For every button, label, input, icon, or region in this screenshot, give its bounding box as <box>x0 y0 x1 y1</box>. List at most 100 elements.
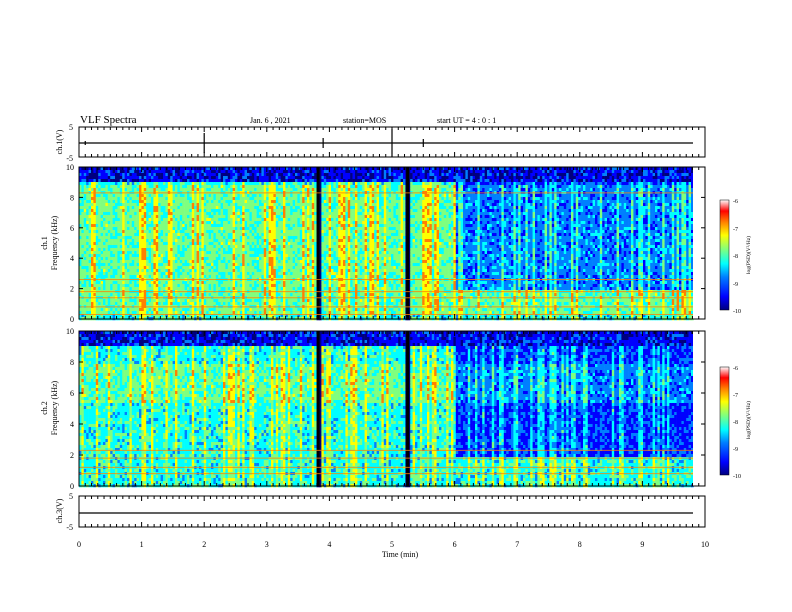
spectrogram-cell <box>177 299 180 302</box>
spectrogram-cell <box>173 209 176 212</box>
spectrogram-cell <box>185 284 188 287</box>
spectrogram-cell <box>125 209 128 212</box>
spectrogram-cell <box>175 179 178 182</box>
spectrogram-cell <box>137 239 140 242</box>
spectrogram-cell <box>182 272 185 275</box>
spectrogram-cell <box>213 176 216 179</box>
spectrogram-cell <box>213 203 216 206</box>
spectrogram-cell <box>117 179 120 182</box>
spectrogram-cell <box>91 233 94 236</box>
spectrogram-cell <box>173 239 176 242</box>
spectrogram-cell <box>165 218 168 221</box>
spectrogram-cell <box>110 245 113 248</box>
spectrogram-cell <box>228 227 231 230</box>
spectrogram-cell <box>161 251 164 254</box>
spectrogram-cell <box>105 269 108 272</box>
spectrogram-cell <box>300 251 303 254</box>
spectrogram-cell <box>156 188 159 191</box>
spectrogram-cell <box>197 194 200 197</box>
spectrogram-cell <box>113 257 116 260</box>
spectrogram-cell <box>177 257 180 260</box>
spectrogram-cell <box>108 179 111 182</box>
spectrogram-cell <box>216 233 219 236</box>
spectrogram-cell <box>127 188 130 191</box>
spectrogram-cell <box>173 206 176 209</box>
spectrogram-cell <box>153 227 156 230</box>
spectrogram-cell <box>101 185 104 188</box>
spectrogram-cell <box>283 239 286 242</box>
spectrogram-cell <box>86 197 89 200</box>
spectrogram-cell <box>290 224 293 227</box>
spectrogram-cell <box>206 203 209 206</box>
spectrogram-cell <box>297 221 300 224</box>
spectrogram-cell <box>293 224 296 227</box>
spectrogram-cell <box>252 221 255 224</box>
spectrogram-cell <box>96 266 99 269</box>
spectrogram-cell <box>288 308 291 311</box>
spectrogram-cell <box>223 182 226 185</box>
spectrogram-cell <box>264 218 267 221</box>
spectrogram-cell <box>165 224 168 227</box>
spectrogram-cell <box>134 287 137 290</box>
figure: VLF Spectra Jan. 6 , 2021 station=MOS st… <box>0 0 792 612</box>
spectrogram-cell <box>259 230 262 233</box>
spectrogram-cell <box>204 263 207 266</box>
spectrogram-cell <box>194 176 197 179</box>
spectrogram-cell <box>245 257 248 260</box>
spectrogram-cell <box>117 269 120 272</box>
spectrogram-cell <box>103 212 106 215</box>
spectrogram-cell <box>278 260 281 263</box>
spectrogram-cell <box>103 224 106 227</box>
spectrogram-cell <box>293 227 296 230</box>
spectrogram-cell <box>242 245 245 248</box>
spectrogram-cell <box>110 236 113 239</box>
spectrogram-cell <box>146 227 149 230</box>
spectrogram-cell <box>300 266 303 269</box>
spectrogram-cell <box>170 200 173 203</box>
spectrogram-cell <box>290 281 293 284</box>
spectrogram-cell <box>245 194 248 197</box>
spectrogram-cell <box>201 215 204 218</box>
spectrogram-cell <box>115 257 118 260</box>
spectrogram-cell <box>295 200 298 203</box>
spectrogram-cell <box>165 248 168 251</box>
spectrogram-cell <box>199 209 202 212</box>
spectrogram-cell <box>213 227 216 230</box>
spectrogram-cell <box>89 200 92 203</box>
spectrogram-cell <box>129 308 132 311</box>
spectrogram-cell <box>192 206 195 209</box>
spectrogram-cell <box>266 299 269 302</box>
spectrogram-cell <box>228 170 231 173</box>
spectrogram-cell <box>139 188 142 191</box>
spectrogram-cell <box>252 176 255 179</box>
spectrogram-cell <box>247 248 250 251</box>
spectrogram-cell <box>134 197 137 200</box>
spectrogram-cell <box>257 179 260 182</box>
spectrogram-cell <box>89 185 92 188</box>
spectrogram-cell <box>185 248 188 251</box>
spectrogram-cell <box>223 185 226 188</box>
spectrogram-cell <box>249 248 252 251</box>
spectrogram-cell <box>216 281 219 284</box>
spectrogram-cell <box>185 206 188 209</box>
spectrogram-cell <box>197 203 200 206</box>
spectrogram-cell <box>96 302 99 305</box>
spectrogram-cell <box>225 203 228 206</box>
spectrogram-cell <box>281 299 284 302</box>
spectrogram-cell <box>127 227 130 230</box>
spectrogram-cell <box>132 236 135 239</box>
spectrogram-cell <box>261 254 264 257</box>
spectrogram-cell <box>235 266 238 269</box>
spectrogram-cell <box>302 176 305 179</box>
spectrogram-cell <box>149 311 152 314</box>
spectrogram-cell <box>161 209 164 212</box>
spectrogram-cell <box>96 224 99 227</box>
spectrogram-cell <box>254 284 257 287</box>
spectrogram-cell <box>192 170 195 173</box>
spectrogram-cell <box>233 224 236 227</box>
spectrogram-cell <box>254 281 257 284</box>
spectrogram-cell <box>132 308 135 311</box>
spectrogram-cell <box>276 302 279 305</box>
spectrogram-cell <box>288 281 291 284</box>
spectrogram-cell <box>170 179 173 182</box>
